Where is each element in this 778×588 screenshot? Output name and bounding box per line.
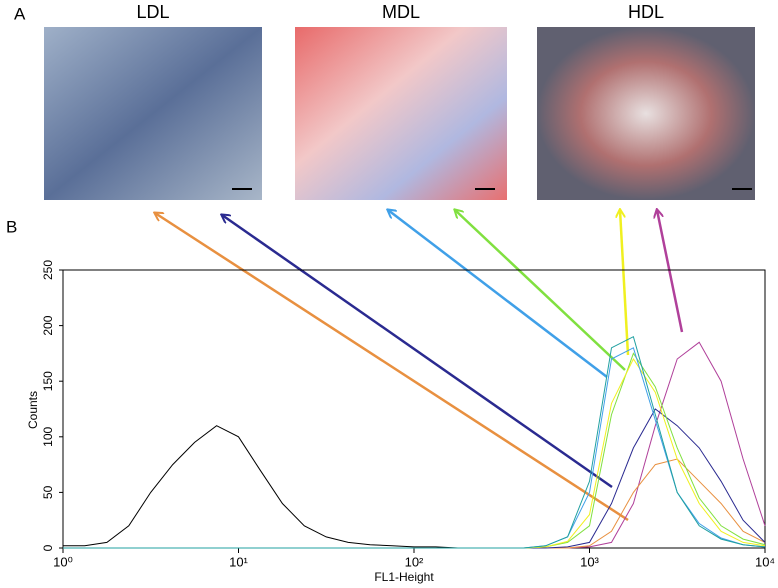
histogram-line [63,347,766,549]
image-title: LDL [136,2,169,22]
y-tick-label: 0 [41,544,55,551]
y-tick-label: 100 [41,426,55,446]
y-axis-label: Counts [26,391,40,429]
arrow [388,210,608,378]
histogram-line [63,357,766,549]
image-title: MDL [382,2,420,22]
image-title: HDL [628,2,664,22]
arrow [455,210,626,371]
x-tick-label: 10⁴ [755,554,775,569]
y-tick-label: 200 [41,315,55,335]
micrograph [44,27,262,200]
histogram-line [63,425,765,549]
panel-label: A [14,4,26,23]
histogram-line [63,335,766,549]
arrow [222,215,613,489]
x-axis-label: FL1-Height [374,570,434,584]
arrow [620,210,630,356]
arrow [155,213,629,522]
arrow [657,210,684,333]
histogram-line [63,458,766,549]
micrograph [537,27,755,200]
x-tick-label: 10¹ [229,554,248,569]
x-tick-label: 10³ [580,554,599,569]
micrograph [295,27,507,200]
y-tick-label: 250 [41,260,55,280]
x-tick-label: 10⁰ [53,554,73,569]
y-tick-label: 50 [41,485,55,499]
panel-label: B [6,217,17,236]
histogram-line [63,341,766,549]
arrows [155,210,684,522]
plot-frame [62,269,766,549]
x-tick-label: 10² [405,554,424,569]
y-tick-label: 150 [41,371,55,391]
